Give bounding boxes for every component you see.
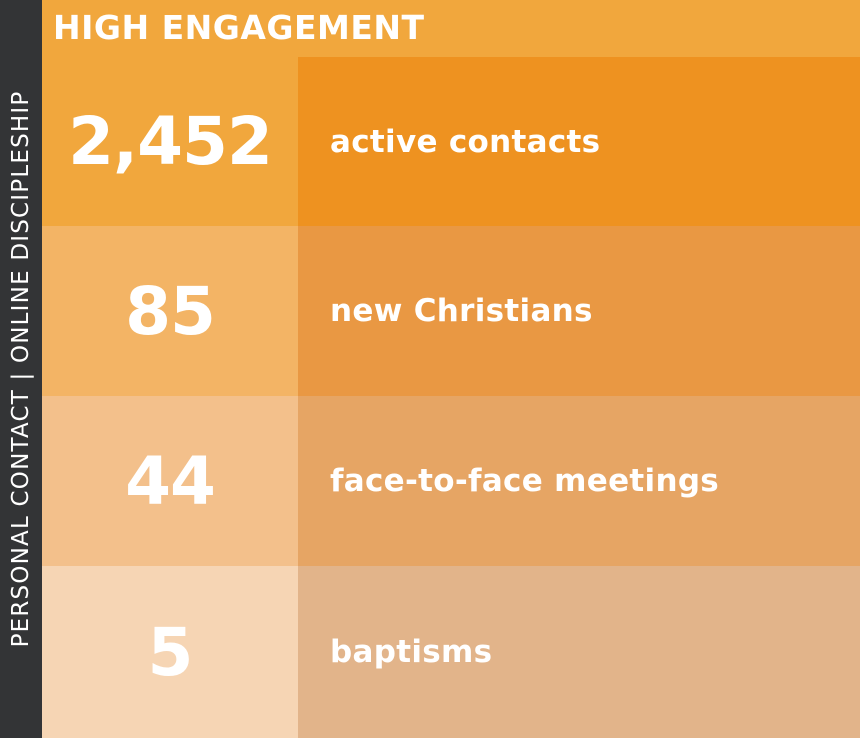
stat-number: 85 [125, 272, 216, 350]
stat-number-cell: 44 [42, 396, 298, 566]
stat-label: new Christians [330, 293, 593, 329]
side-band: PERSONAL CONTACT | ONLINE DISCIPLESHIP [0, 0, 42, 738]
stat-label-cell: new Christians [298, 226, 860, 396]
stat-number-cell: 2,452 [42, 57, 298, 226]
stat-label-cell: baptisms [298, 566, 860, 738]
stat-row-active-contacts: 2,452 active contacts [42, 57, 860, 226]
stat-row-baptisms: 5 baptisms [42, 566, 860, 738]
side-label: PERSONAL CONTACT | ONLINE DISCIPLESHIP [8, 90, 34, 648]
stat-label-cell: face-to-face meetings [298, 396, 860, 566]
stat-row-new-christians: 85 new Christians [42, 226, 860, 396]
header-banner: HIGH ENGAGEMENT [42, 0, 860, 57]
stat-number-cell: 85 [42, 226, 298, 396]
stat-number-cell: 5 [42, 566, 298, 738]
stat-number: 44 [125, 442, 216, 520]
header-title: HIGH ENGAGEMENT [53, 8, 425, 47]
stat-label: face-to-face meetings [330, 463, 720, 499]
stat-number: 2,452 [68, 103, 273, 180]
stat-label: active contacts [330, 123, 601, 160]
stat-label-cell: active contacts [298, 57, 860, 226]
stat-label: baptisms [330, 634, 493, 670]
stat-number: 5 [147, 613, 194, 691]
stat-row-face-to-face-meetings: 44 face-to-face meetings [42, 396, 860, 566]
